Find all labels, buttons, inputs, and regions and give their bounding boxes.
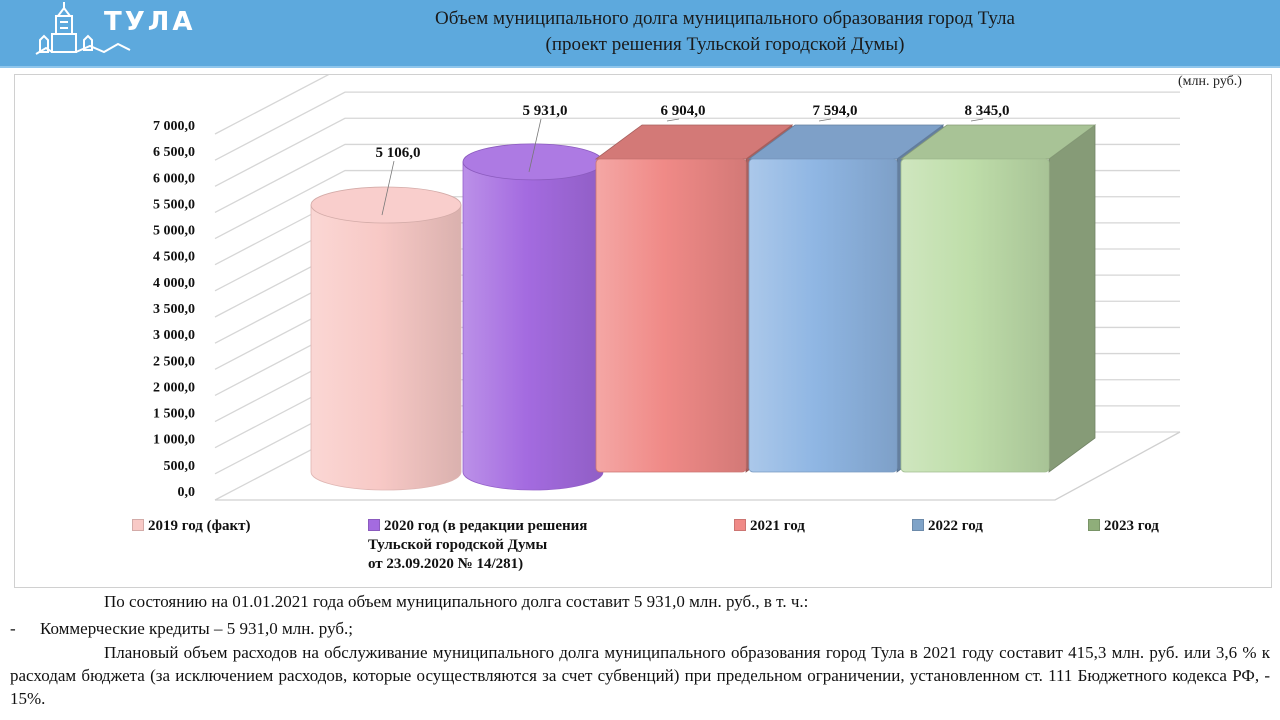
y-tick-label: 7 000,0 [153, 119, 195, 134]
legend-swatch [132, 519, 144, 531]
y-tick-label: 6 500,0 [153, 145, 195, 160]
legend-item: 2022 год [912, 517, 983, 536]
y-tick-label: 4 000,0 [153, 276, 195, 291]
value-label: 5 931,0 [523, 103, 568, 119]
bar-cylinder-body [462, 161, 604, 491]
value-label: 8 345,0 [965, 103, 1010, 119]
legend-item: 2023 год [1088, 517, 1159, 536]
bar-front-face [748, 158, 898, 473]
value-leader-line [528, 118, 542, 172]
legend-label: 2020 год (в редакции решения Тульской го… [368, 518, 588, 572]
header-divider [0, 66, 1280, 68]
legend-item: 2019 год (факт) [132, 517, 250, 536]
bar-side-face [1048, 124, 1096, 473]
commercial-credits-line: Коммерческие кредиты – 5 931,0 млн. руб.… [40, 619, 353, 638]
unit-label: (млн. руб.) [1178, 74, 1242, 89]
chart-frame: 0,0 500,0 1 000,0 1 500,0 2 000,0 2 500,0 3 00… [14, 74, 1272, 588]
value-leader-line [666, 118, 680, 122]
value-label: 5 106,0 [376, 145, 421, 161]
title-line-1: Объем муниципального долга муниципальног… [435, 8, 1015, 29]
legend-label: 2022 год [928, 518, 983, 534]
legend-swatch [912, 519, 924, 531]
bar-front-face [900, 158, 1050, 473]
bar-front-face [595, 158, 747, 473]
y-tick-label: 0,0 [178, 485, 196, 500]
page-title: Объем муниципального долга муниципальног… [300, 6, 1150, 58]
bar-cylinder-top [462, 143, 604, 181]
legend-item: 2020 год (в редакции решения Тульской го… [368, 517, 587, 574]
legend-label: 2021 год [750, 518, 805, 534]
debt-bar-chart: 0,0 500,0 1 000,0 1 500,0 2 000,0 2 500,0 3 00… [153, 75, 1181, 501]
legend-swatch [368, 519, 380, 531]
y-tick-label: 1 000,0 [153, 433, 195, 448]
y-tick-label: 6 000,0 [153, 171, 195, 186]
debt-service-paragraph: Плановый объем расходов на обслуживание … [10, 643, 1270, 708]
bar-cylinder-body [310, 204, 462, 491]
legend-item: 2021 год [734, 517, 805, 536]
gridline [214, 75, 330, 135]
value-leader-line [818, 118, 832, 122]
value-leader-line [381, 160, 395, 216]
y-tick-label: 3 000,0 [153, 328, 195, 343]
y-tick-label: 5 000,0 [153, 224, 195, 239]
y-tick-label: 500,0 [164, 459, 196, 474]
y-tick-label: 2 500,0 [153, 354, 195, 369]
header-bar: ТУЛА Объем муниципального долга муниципа… [0, 0, 1280, 66]
logo-text: ТУЛА [104, 7, 196, 37]
legend-label: 2023 год [1104, 518, 1159, 534]
tula-kremlin-logo [35, 2, 131, 55]
chart-floor [215, 431, 1181, 501]
title-line-2: (проект решения Тульской городской Думы) [545, 34, 905, 55]
value-label: 6 904,0 [661, 103, 706, 119]
bar-cylinder-top [310, 186, 462, 224]
y-tick-label: 1 500,0 [153, 407, 195, 422]
y-tick-label: 2 000,0 [153, 380, 195, 395]
y-tick-label: 5 500,0 [153, 197, 195, 212]
legend-label: 2019 год (факт) [148, 518, 251, 534]
y-tick-label: 3 500,0 [153, 302, 195, 317]
y-tick-label: 4 500,0 [153, 250, 195, 265]
value-leader-line [970, 118, 984, 122]
value-label: 7 594,0 [813, 103, 858, 119]
legend-swatch [1088, 519, 1100, 531]
gridline [214, 91, 1180, 161]
summary-paragraph: По состоянию на 01.01.2021 года объем му… [104, 592, 809, 611]
gridline [214, 117, 1180, 187]
list-bullet: - [10, 619, 16, 638]
legend-swatch [734, 519, 746, 531]
